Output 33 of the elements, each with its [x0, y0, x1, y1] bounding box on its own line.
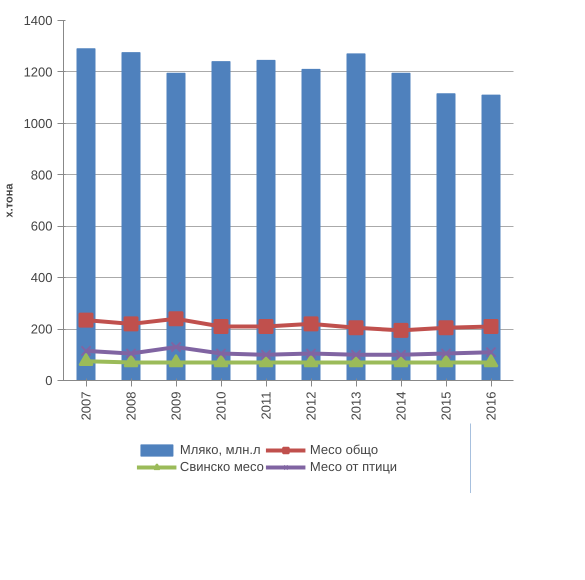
x-tick-label: 2014	[394, 392, 408, 420]
y-tick-label: 800	[30, 167, 53, 182]
x-tick-label: 2010	[214, 392, 228, 420]
bar	[76, 48, 96, 380]
y-tick-label: 200	[30, 322, 53, 337]
bar	[256, 60, 276, 380]
bar	[346, 53, 366, 380]
bar	[122, 52, 140, 380]
y-tick-label: 400	[30, 270, 53, 286]
x-tick-label: 2009	[168, 392, 184, 420]
legend-label: Месо общо	[310, 442, 378, 457]
y-tick-label: 1200	[24, 64, 52, 80]
x-tick-label: 2013	[348, 392, 364, 420]
x-tick-label: 2007	[78, 392, 94, 420]
legend-label: Мляко, млн.л	[180, 442, 261, 457]
x-tick-label: 2012	[304, 392, 318, 420]
x-tick-label: 2011	[258, 391, 274, 420]
x-tick-label: 2008	[124, 392, 138, 420]
y-tick-label: 1000	[24, 116, 52, 131]
bar	[436, 93, 456, 380]
bar	[212, 61, 230, 380]
legend-label: Свинско месо	[180, 459, 264, 474]
bar	[392, 72, 410, 380]
legend-label: Месо от птици	[310, 459, 398, 474]
y-axis-title: х.тона	[4, 182, 16, 218]
y-tick-label: 1400	[24, 13, 52, 28]
bar	[302, 68, 320, 380]
y-tick-label: 0	[45, 373, 53, 388]
bar	[482, 94, 500, 380]
y-tick-label: 600	[30, 218, 53, 234]
bar	[166, 72, 186, 380]
x-tick-label: 2015	[438, 392, 454, 420]
x-tick-label: 2016	[484, 392, 498, 420]
